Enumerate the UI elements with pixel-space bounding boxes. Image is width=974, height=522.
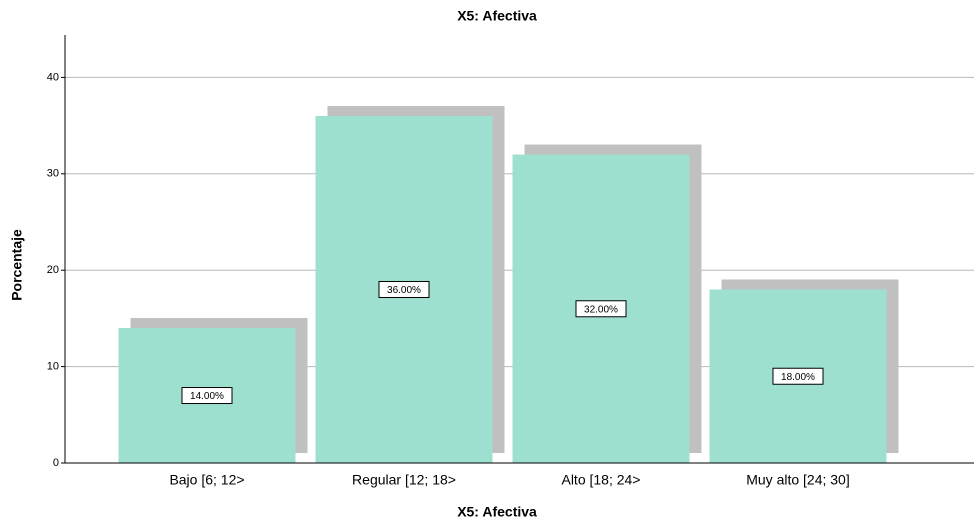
value-label: 32.00% [584, 304, 618, 315]
x-axis-label: X5: Afectiva [457, 504, 537, 520]
x-tick-label: Alto [18; 24> [561, 472, 640, 488]
value-label: 36.00% [387, 285, 421, 296]
y-tick-label: 30 [47, 168, 59, 180]
x-tick-label: Regular [12; 18> [352, 472, 456, 488]
value-label-box [378, 280, 430, 298]
chart-title: X5: Afectiva [457, 8, 537, 24]
y-tick-label: 0 [53, 457, 59, 469]
y-tick-label: 40 [47, 71, 59, 83]
value-label-box [181, 387, 233, 405]
x-tick-label: Muy alto [24; 30] [746, 472, 850, 488]
value-label-box [575, 300, 627, 318]
y-axis-label: Porcentaje [9, 229, 25, 301]
value-label-box [772, 367, 824, 385]
y-tick-label: 20 [47, 264, 59, 276]
value-label: 18.00% [781, 372, 815, 383]
y-tick-label: 10 [47, 361, 59, 373]
value-label: 14.00% [190, 391, 224, 402]
x-tick-label: Bajo [6; 12> [169, 472, 244, 488]
